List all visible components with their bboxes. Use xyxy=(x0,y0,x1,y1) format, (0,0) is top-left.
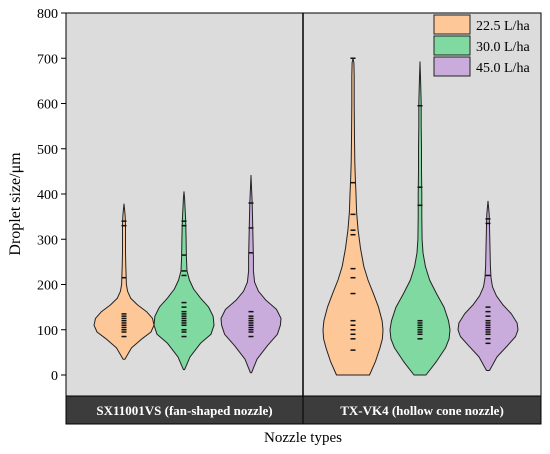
violin-body xyxy=(220,174,282,374)
violin-body xyxy=(389,61,451,376)
panel-label-bg xyxy=(65,395,304,425)
y-tick-label: 200 xyxy=(37,279,58,294)
y-tick-label: 800 xyxy=(37,7,58,22)
panel-label-bg xyxy=(302,395,542,425)
legend-label: 45.0 L/ha xyxy=(476,61,530,76)
violin-body xyxy=(153,191,215,371)
y-axis: 0 100 200 300 400 500 600 700 800 xyxy=(37,7,66,384)
violin-body xyxy=(93,203,155,360)
panel-label: TX-VK4 (hollow cone nozzle) xyxy=(340,403,504,418)
panel-labels: SX11001VS (fan-shaped nozzle) TX-VK4 (hol… xyxy=(65,395,542,425)
y-tick-label: 500 xyxy=(37,143,58,158)
legend-label: 30.0 L/ha xyxy=(476,40,530,55)
violin xyxy=(389,61,451,376)
legend-item: 30.0 L/ha xyxy=(433,35,530,56)
violin-body xyxy=(457,200,519,371)
y-tick-label: 700 xyxy=(37,52,58,67)
violin xyxy=(457,200,519,371)
legend-item: 45.0 L/ha xyxy=(433,56,530,77)
legend-swatch xyxy=(433,35,471,56)
x-axis-title: Nozzle types xyxy=(264,430,342,446)
y-tick-label: 0 xyxy=(51,369,58,384)
y-tick-label: 100 xyxy=(37,324,58,339)
violin-body xyxy=(322,57,384,376)
y-tick-label: 600 xyxy=(37,98,58,113)
violin xyxy=(93,203,155,360)
y-tick-label: 400 xyxy=(37,188,58,203)
violin xyxy=(322,57,384,376)
violin xyxy=(153,191,215,371)
legend-swatch xyxy=(433,56,471,77)
legend: 22.5 L/ha 30.0 L/ha 45.0 L/ha xyxy=(432,14,540,78)
violins-layer xyxy=(93,57,519,376)
legend-item: 22.5 L/ha xyxy=(433,14,530,35)
y-tick-label: 300 xyxy=(37,233,58,248)
legend-label: 22.5 L/ha xyxy=(476,19,530,34)
panel-label: SX11001VS (fan-shaped nozzle) xyxy=(96,403,272,418)
violin xyxy=(220,174,282,374)
y-axis-title: Droplet size/μm xyxy=(7,152,24,256)
legend-swatch xyxy=(433,14,471,35)
